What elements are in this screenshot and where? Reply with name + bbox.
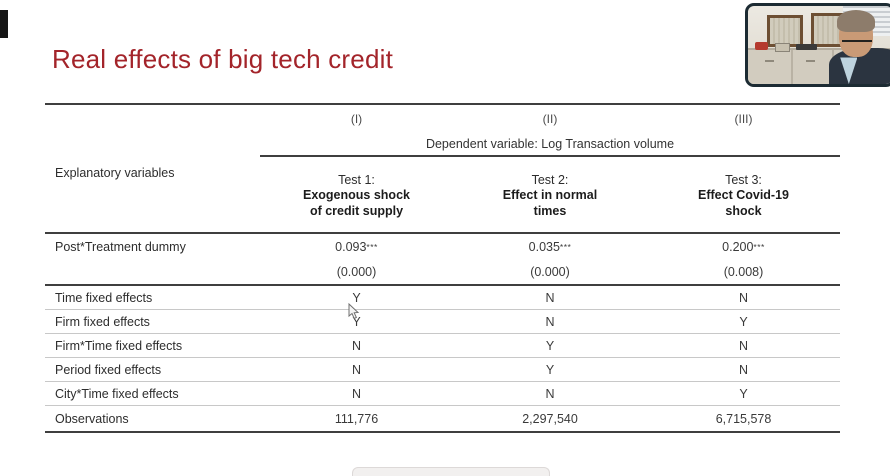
- presenter-video-thumbnail[interactable]: [745, 3, 890, 87]
- cell-value: Y: [739, 314, 748, 329]
- cell-value: N: [738, 290, 749, 305]
- test2-header: Test 2: Effect in normal times: [453, 157, 647, 232]
- row-label: Observations: [55, 411, 129, 426]
- pvalue-I: (0.000): [336, 264, 377, 279]
- significance-stars: ***: [366, 241, 378, 252]
- explanatory-variables-label: Explanatory variables: [55, 166, 175, 180]
- cell-value: Y: [545, 362, 555, 377]
- row-label: City*Time fixed effects: [55, 386, 179, 401]
- dependent-variable-row: Dependent variable: Log Transaction volu…: [45, 133, 840, 157]
- table-section-rule: [45, 232, 840, 234]
- test-header-row: Explanatory variables Test 1: Exogenous …: [45, 157, 840, 232]
- test2-line1: Effect in normal: [502, 188, 598, 203]
- test2-label: Test 2:: [531, 172, 569, 187]
- pvalue-III: (0.008): [723, 264, 764, 279]
- table-bottom-rule: [45, 431, 840, 433]
- cell-value: N: [351, 386, 362, 401]
- pvalue-row: (0.000) (0.000) (0.008): [45, 259, 840, 284]
- column-header-I: (I): [350, 112, 363, 126]
- test3-line1: Effect Covid-19: [698, 188, 789, 203]
- cell-value: Y: [545, 338, 555, 353]
- test1-line2: of credit supply: [309, 203, 404, 218]
- cell-value: N: [545, 314, 555, 329]
- column-header-II: (II): [542, 112, 558, 126]
- coef-II: 0.035 ***: [528, 239, 572, 254]
- significance-stars: ***: [559, 241, 572, 252]
- table-row-firmtime-fe: Firm*Time fixed effects N Y N: [45, 334, 840, 358]
- row-label: Firm fixed effects: [55, 314, 150, 329]
- table-section-rule: [45, 284, 840, 286]
- slide-title: Real effects of big tech credit: [52, 44, 394, 74]
- cell-value: N: [738, 338, 749, 353]
- significance-stars: ***: [753, 241, 765, 252]
- test3-header: Test 3: Effect Covid-19 shock: [647, 157, 840, 232]
- mouse-cursor-icon: [348, 303, 360, 320]
- coef-III: 0.200 ***: [722, 239, 765, 254]
- screen-edge-artifact: [0, 10, 8, 38]
- table-row-citytime-fe: City*Time fixed effects N N Y: [45, 382, 840, 406]
- regression-table: (I) (II) (III) Dependent variable: Log T…: [45, 103, 840, 433]
- column-header-III: (III): [734, 112, 753, 126]
- cell-value: N: [545, 386, 555, 401]
- column-number-row: (I) (II) (III): [45, 105, 840, 133]
- cell-value: N: [351, 362, 362, 377]
- test1-line1: Exogenous shock: [303, 188, 410, 203]
- red-desk-object: [755, 41, 769, 51]
- test1-header: Test 1: Exogenous shock of credit supply: [260, 157, 453, 232]
- pvalue-II: (0.000): [530, 264, 570, 279]
- table-row-period-fe: Period fixed effects N Y N: [45, 358, 840, 382]
- test1-label: Test 1:: [338, 172, 375, 187]
- row-label: Period fixed effects: [55, 362, 162, 377]
- presenter-glasses: [841, 34, 872, 42]
- cell-value: N: [351, 338, 362, 353]
- test2-line2: times: [533, 203, 567, 218]
- cell-value: Y: [352, 290, 361, 305]
- table-row-firm-fe: Firm fixed effects Y N Y: [45, 310, 840, 334]
- cell-value: 2,297,540: [522, 411, 578, 426]
- table-row-observations: Observations 111,776 2,297,540 6,715,578: [45, 406, 840, 431]
- coef-I: 0.093 ***: [335, 239, 378, 254]
- spacer-cell: [45, 133, 260, 157]
- cell-value: N: [738, 362, 749, 377]
- cell-value: 6,715,578: [715, 411, 772, 426]
- dependent-variable-header: Dependent variable: Log Transaction volu…: [260, 133, 840, 157]
- test3-label: Test 3:: [725, 172, 762, 187]
- cell-value: 111,776: [334, 411, 379, 426]
- table-row-time-fe: Time fixed effects Y N N: [45, 286, 840, 310]
- coefficient-label: Post*Treatment dummy: [55, 239, 186, 254]
- coefficient-row: Post*Treatment dummy 0.093 *** 0.035 *** 0…: [45, 234, 840, 259]
- desk-photo-frame: [775, 42, 791, 53]
- cell-value: N: [545, 290, 555, 305]
- row-label: Time fixed effects: [55, 290, 153, 305]
- cell-value: Y: [739, 386, 748, 401]
- table-top-rule: [45, 103, 840, 105]
- cell-value: Y: [352, 314, 361, 329]
- dark-desk-object: [795, 44, 818, 50]
- test3-line2: shock: [725, 203, 762, 218]
- row-label: Firm*Time fixed effects: [55, 338, 183, 353]
- presenter-hair: [837, 9, 875, 32]
